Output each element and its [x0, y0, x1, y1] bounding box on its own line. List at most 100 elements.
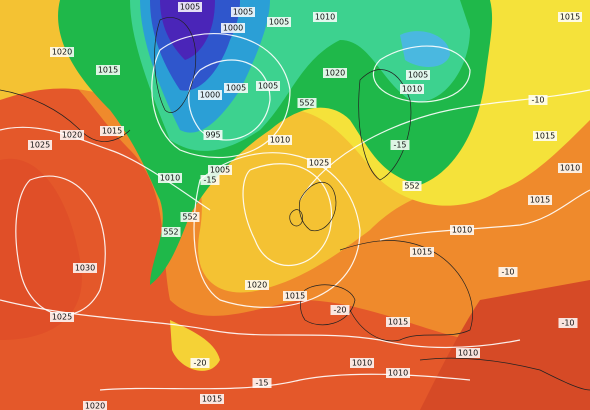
label-background	[178, 2, 202, 12]
contour-label: 1010	[388, 369, 408, 378]
contour-label: 1005	[269, 18, 289, 27]
contour-label: 552	[163, 228, 178, 237]
contour-label: 1015	[530, 196, 550, 205]
contour-label: 1010	[160, 174, 180, 183]
label-background	[558, 163, 582, 173]
label-background	[252, 378, 272, 388]
red-region	[420, 280, 590, 410]
contour-label: -15	[393, 141, 406, 150]
label-background	[180, 212, 200, 222]
label-background	[498, 267, 518, 277]
contour-label: 1010	[452, 226, 472, 235]
contour-label: 1010	[270, 136, 290, 145]
label-background	[28, 140, 52, 150]
contour-label: 1025	[309, 159, 329, 168]
contour-label: -15	[203, 176, 216, 185]
label-background	[528, 95, 548, 105]
contour-label: 1010	[402, 85, 422, 94]
contour-label: 1015	[98, 66, 118, 75]
label-background	[158, 173, 182, 183]
contour-label: 1025	[52, 313, 72, 322]
label-background	[268, 135, 292, 145]
coastlines	[0, 17, 590, 391]
label-background	[350, 358, 374, 368]
contour-label: -20	[193, 359, 206, 368]
contour-label: 1005	[408, 71, 428, 80]
contour-label: 1005	[258, 82, 278, 91]
contour-label: 1020	[62, 131, 82, 140]
contour-label: 1020	[52, 48, 72, 57]
contour-label: 1010	[458, 349, 478, 358]
label-background	[200, 175, 220, 185]
red-west	[0, 158, 82, 340]
label-background	[307, 158, 331, 168]
contour-label: 552	[404, 182, 419, 191]
label-background	[267, 17, 291, 27]
contour-label: 1015	[535, 132, 555, 141]
contour-labels: 1005 1005 1000 1005 1010 1015 1020 1015 1020 1000…	[28, 2, 582, 410]
contour-label: 1005	[233, 8, 253, 17]
contour-label: -10	[501, 268, 514, 277]
contour-label: -10	[561, 319, 574, 328]
label-background	[456, 348, 480, 358]
label-background	[50, 47, 74, 57]
label-background	[100, 126, 124, 136]
label-background	[297, 98, 317, 108]
contour-label: 1015	[202, 395, 222, 404]
contour-label: 1020	[85, 402, 105, 410]
label-background	[96, 65, 120, 75]
label-background	[224, 83, 248, 93]
label-background	[558, 318, 578, 328]
label-background	[400, 84, 424, 94]
label-background	[323, 68, 347, 78]
label-background	[256, 81, 280, 91]
label-background	[386, 317, 410, 327]
label-background	[203, 130, 223, 140]
label-background	[390, 140, 410, 150]
label-background	[161, 227, 181, 237]
contour-label: 1015	[560, 13, 580, 22]
label-background	[231, 7, 255, 17]
contour-label: 1020	[247, 281, 267, 290]
label-background	[406, 70, 430, 80]
contour-label: 1010	[315, 13, 335, 22]
label-background	[450, 225, 474, 235]
label-background	[313, 12, 337, 22]
contour-label: 1015	[412, 248, 432, 257]
contour-label: 1010	[352, 359, 372, 368]
contour-label: 1015	[102, 127, 122, 136]
label-background	[528, 195, 552, 205]
label-background	[198, 90, 222, 100]
label-background	[533, 131, 557, 141]
label-background	[330, 305, 350, 315]
label-background	[245, 280, 269, 290]
contour-label: 1020	[325, 69, 345, 78]
label-background	[208, 165, 232, 175]
purple-region	[160, 0, 215, 60]
contour-label: 1010	[560, 164, 580, 173]
contour-label: 1005	[210, 166, 230, 175]
contour-label: -20	[333, 306, 346, 315]
label-background	[283, 291, 307, 301]
contour-label: 1025	[30, 141, 50, 150]
contour-label: 1015	[285, 292, 305, 301]
contour-label: 1015	[388, 318, 408, 327]
label-background	[402, 181, 422, 191]
blue-low	[400, 31, 450, 67]
label-background	[410, 247, 434, 257]
contour-label: 1030	[75, 264, 95, 273]
contour-label: 1000	[200, 91, 220, 100]
contour-label: 1000	[223, 24, 243, 33]
contour-label: 1005	[180, 3, 200, 12]
contour-label: 1005	[226, 84, 246, 93]
contour-label: 995	[205, 131, 220, 140]
label-background	[200, 394, 224, 404]
label-background	[83, 401, 107, 410]
label-background	[558, 12, 582, 22]
label-background	[73, 263, 97, 273]
label-background	[190, 358, 210, 368]
contour-label: 552	[182, 213, 197, 222]
contour-label: -10	[531, 96, 544, 105]
contour-label: 552	[299, 99, 314, 108]
